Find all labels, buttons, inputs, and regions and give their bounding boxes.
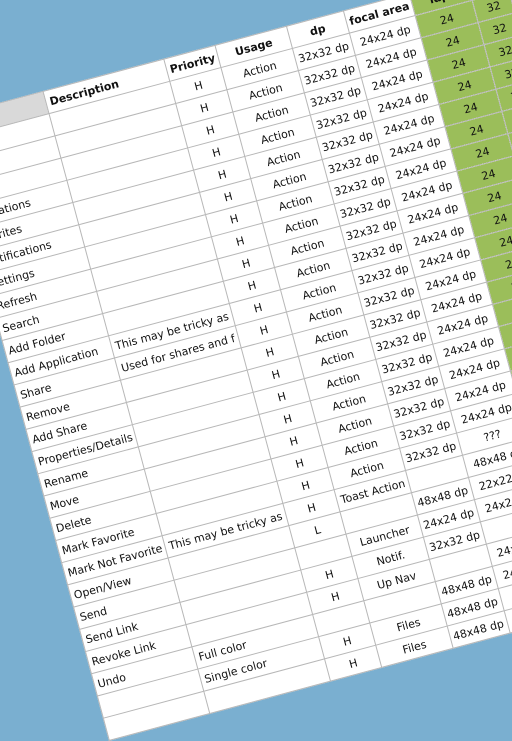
icon-spec-table: Description Priority Usage dp focal area… — [0, 0, 512, 741]
spreadsheet-sheet: Description Priority Usage dp focal area… — [0, 0, 512, 741]
